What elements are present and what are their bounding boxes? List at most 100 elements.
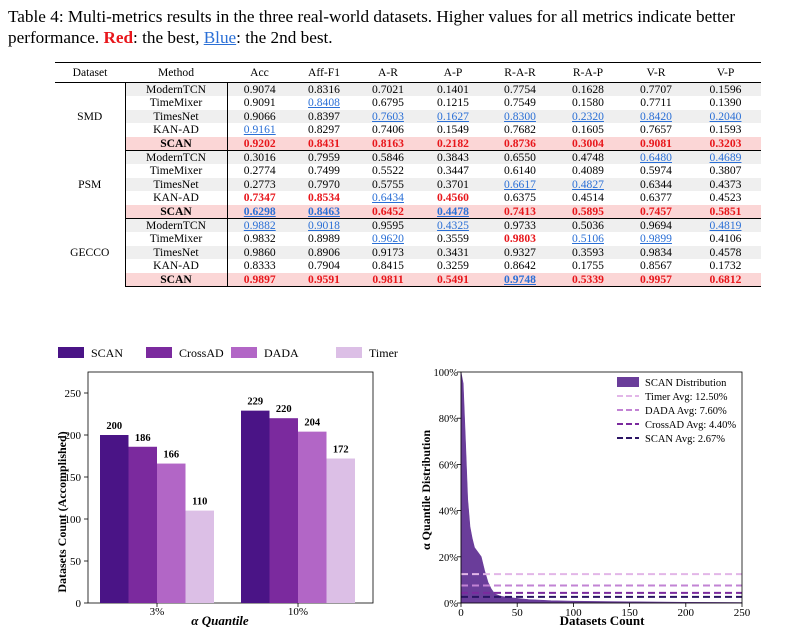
x-tick-label: 10% (288, 606, 308, 618)
method-cell: KAN-AD (125, 259, 228, 273)
metric-cell: 0.6480 (622, 150, 690, 165)
metric-cell: 0.7021 (356, 82, 420, 97)
distribution-area (460, 371, 743, 604)
metric-value: 0.7904 (308, 259, 340, 273)
metric-cell: 0.6344 (622, 177, 690, 192)
metric-cell: 0.7754 (486, 82, 554, 97)
bar (128, 446, 157, 603)
metric-value: 0.1580 (572, 96, 604, 110)
metric-cell: 0.8300 (486, 109, 554, 124)
metric-value: 0.8415 (372, 259, 404, 273)
metric-value: 0.4514 (572, 191, 604, 205)
metric-value: 0.6617 (504, 177, 536, 191)
metric-cell: 0.9081 (622, 136, 690, 152)
table-row: TimeMixer 0.9091 0.8408 0.6795 0.1215 0.7549 0… (55, 96, 761, 110)
metric-cell: 0.8408 (292, 96, 356, 109)
table-group-smd: SMD ModernTCN 0.9074 0.8316 0.7021 0.1401 0.77… (55, 82, 761, 152)
dataset-cell: PSM (55, 150, 126, 219)
metric-cell: 0.8431 (292, 136, 356, 152)
table-caption: Table 4: Multi-metrics results in the th… (8, 6, 803, 48)
metric-value: 0.8297 (308, 123, 340, 137)
y-tick-label: 40% (439, 507, 459, 518)
metric-value: 0.9591 (308, 272, 340, 286)
metric-value: 0.4819 (709, 219, 742, 233)
metric-cell: 0.7682 (486, 123, 554, 136)
metric-value: 0.6344 (640, 177, 672, 191)
metric-cell: 0.9957 (622, 272, 690, 288)
y-tick-label: 20% (439, 553, 459, 564)
y-tick-label: 60% (439, 460, 459, 471)
header-aff-f1: Aff-F1 (292, 62, 356, 83)
metric-cell: 0.7959 (292, 150, 356, 165)
legend-label: Timer (369, 346, 398, 360)
header-r-a-p: R-A-P (554, 62, 622, 83)
method-cell: TimeMixer (125, 96, 228, 110)
metric-cell: 0.8642 (486, 259, 554, 272)
metric-value: 0.1549 (437, 123, 469, 137)
bar-chart: SCAN CrossAD DADA Timer Datasets Count (Acc… (55, 346, 398, 628)
caption-red-word: Red (103, 28, 134, 47)
y-tick-label: 0 (76, 598, 82, 610)
metric-value: 0.3447 (437, 164, 469, 178)
metric-value: 0.9832 (243, 232, 276, 246)
metric-value: 0.1593 (709, 123, 742, 137)
metric-cell: 0.1593 (690, 123, 761, 136)
metric-value: 0.6434 (372, 191, 404, 205)
metric-cell: 0.3431 (420, 245, 486, 260)
x-tick-label: 50 (512, 607, 524, 619)
metric-cell: 0.9327 (486, 245, 554, 260)
table-row: PSM ModernTCN 0.3016 0.7959 0.5846 0.3843 0.65… (55, 150, 761, 219)
header-acc: Acc (227, 62, 292, 83)
bar (326, 458, 355, 603)
bar (185, 510, 214, 603)
method-cell: TimesNet (125, 177, 228, 192)
metric-value: 0.9327 (504, 245, 536, 259)
metric-cell: 0.6812 (690, 272, 761, 288)
metric-cell: 0.5339 (554, 272, 622, 288)
metric-value: 0.9811 (372, 272, 404, 286)
metric-value: 0.4106 (709, 232, 742, 246)
metric-value: 0.9834 (640, 245, 672, 259)
metric-cell: 0.9694 (622, 218, 690, 233)
bar-legend: SCAN CrossAD DADA Timer (58, 346, 398, 360)
bar-y-axis-label: Datasets Count (Accomplished) (55, 431, 69, 592)
dist-y-axis-label: α Quantile Distribution (419, 430, 433, 550)
metric-value: 0.1628 (572, 83, 604, 96)
metric-value: 0.5106 (572, 232, 604, 246)
metric-value: 0.8163 (372, 136, 404, 150)
metric-cell: 0.7904 (292, 259, 356, 272)
metric-cell: 0.9202 (227, 136, 292, 152)
metric-cell: 0.1580 (554, 96, 622, 109)
metric-value: 0.3203 (709, 136, 742, 150)
metric-cell: 0.6452 (356, 204, 420, 220)
caption-prefix: Table 4: Multi-metrics results in the th… (8, 7, 736, 47)
metric-cell: 0.4689 (690, 150, 761, 165)
metric-cell: 0.1596 (690, 82, 761, 97)
bar (298, 431, 327, 603)
bar (269, 418, 298, 603)
metric-cell: 0.9860 (227, 245, 292, 260)
metric-value: 0.7682 (504, 123, 536, 137)
metric-value: 0.7457 (640, 204, 672, 218)
header-a-p: A-P (420, 62, 486, 83)
metric-cell: 0.4827 (554, 177, 622, 192)
metric-cell: 0.5846 (356, 150, 420, 165)
metric-cell: 0.3843 (420, 150, 486, 165)
legend-label: CrossAD Avg: 4.40% (645, 420, 736, 431)
metric-value: 0.8333 (243, 259, 276, 273)
method-cell: SCAN (125, 136, 228, 152)
y-tick-label: 100 (65, 514, 82, 526)
dist-plot-background (461, 372, 742, 603)
method-cell: ModernTCN (125, 82, 228, 97)
legend-label: CrossAD (179, 346, 224, 360)
dataset-cell: SMD (55, 82, 126, 151)
metric-value: 0.3431 (437, 245, 469, 259)
metric-cell: 0.7406 (356, 123, 420, 136)
metric-value: 0.8420 (640, 109, 672, 123)
x-tick-label: 150 (621, 607, 638, 619)
metric-value: 0.7603 (372, 109, 404, 123)
metric-value: 0.9957 (640, 272, 672, 286)
metric-value: 0.5036 (572, 219, 604, 233)
metric-cell: 0.4578 (690, 245, 761, 260)
table-group-gecco: GECCO ModernTCN 0.9882 0.9018 0.9595 0.4325 0.… (55, 218, 761, 288)
